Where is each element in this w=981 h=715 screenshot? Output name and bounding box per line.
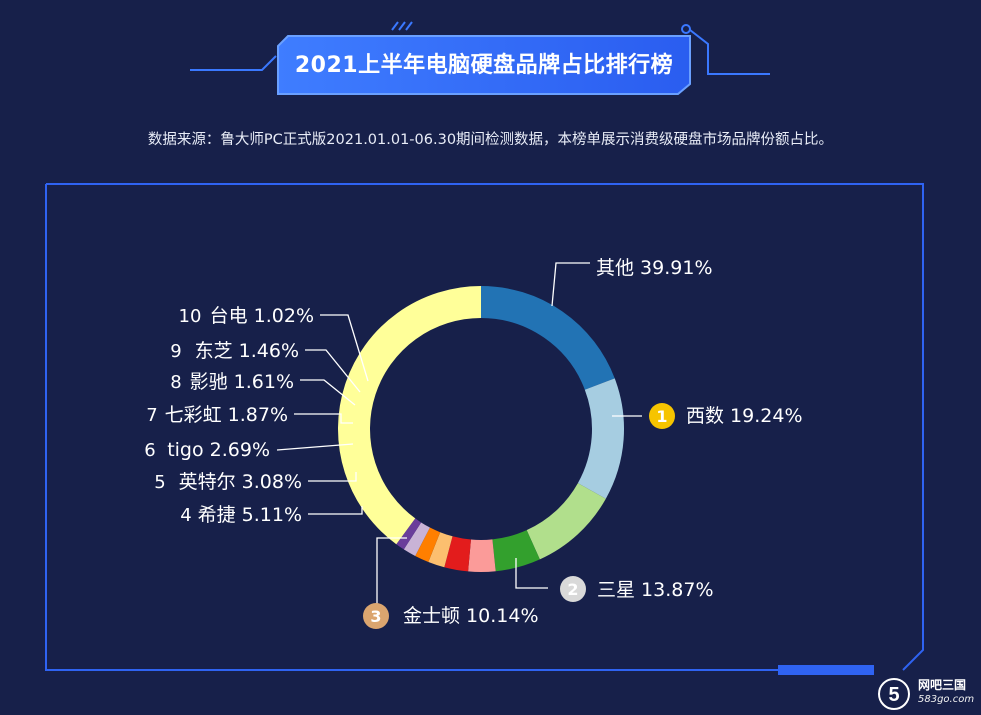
leader-line-other (551, 262, 590, 307)
share-value: 1.46% (239, 340, 299, 362)
leader-line-rank-3 (376, 537, 407, 613)
share-value: 5.11% (242, 504, 302, 526)
slice-label-rank-3: 金士顿 10.14% (403, 605, 539, 627)
brand-name: 希捷 (198, 504, 242, 526)
slice-label-rank-8: 影驰 1.61% (190, 371, 294, 393)
rank-number-rank-10: 10 (179, 306, 202, 327)
brand-name: 三星 (597, 579, 641, 601)
share-value: 3.08% (242, 471, 302, 493)
logo-name: 网吧三国 (918, 678, 967, 692)
rank-number-rank-9: 9 (170, 341, 181, 362)
rank-number-rank-8: 8 (170, 372, 181, 393)
slice-label-rank-5: 英特尔 3.08% (179, 471, 302, 493)
share-value: 1.87% (228, 404, 288, 426)
slice-label-other: 其他 39.91% (596, 257, 713, 279)
logo-583-icon: 5 (878, 678, 910, 710)
svg-text:5: 5 (888, 684, 899, 706)
slice-label-rank-7: 七彩虹 1.87% (165, 404, 288, 426)
leader-line-rank-5 (308, 472, 357, 482)
brand-name: 东芝 (195, 340, 239, 362)
medal-rank-rank-3: 3 (370, 607, 381, 626)
slice-rank-7 (428, 532, 453, 568)
rank-number-rank-6: 6 (144, 440, 155, 461)
brand-name: 七彩虹 (165, 404, 228, 426)
rank-number-rank-5: 5 (154, 472, 165, 493)
title-banner (277, 35, 691, 95)
slice-rank-8 (415, 527, 441, 562)
leader-line-rank-6 (276, 443, 354, 451)
brand-name: 英特尔 (179, 471, 242, 493)
leader-lines (276, 262, 642, 613)
logo-site: 583go.com (918, 694, 975, 705)
slice-label-rank-2: 三星 13.87% (597, 579, 714, 601)
medal-rank-2 (560, 576, 586, 602)
brand-name: 影驰 (190, 371, 234, 393)
page-title: 2021上半年电脑硬盘品牌占比排行榜 (294, 53, 674, 78)
leader-line-rank-2 (515, 558, 548, 589)
brand-name: 台电 (210, 305, 254, 327)
leader-line-rank-10 (320, 314, 369, 382)
donut-slices (338, 286, 624, 572)
slice-rank-2 (577, 378, 624, 499)
share-value: 39.91% (640, 257, 712, 279)
share-value: 1.02% (254, 305, 314, 327)
medal-rank-1 (649, 403, 675, 429)
medal-rank-rank-1: 1 (656, 407, 667, 426)
slice-other (338, 286, 482, 545)
medal-rank-rank-2: 2 (567, 580, 578, 599)
brand-name: 其他 (596, 257, 640, 279)
slice-label-rank-1: 西数 19.24% (686, 405, 803, 427)
slice-rank-4 (491, 529, 540, 572)
slice-rank-10 (396, 518, 422, 550)
leader-line-rank-9 (305, 349, 361, 393)
leader-line-rank-4 (308, 506, 363, 515)
share-value: 13.87% (641, 579, 713, 601)
slice-rank-1 (480, 286, 615, 391)
share-value: 10.14% (466, 605, 538, 627)
rank-number-rank-4: 4 (180, 505, 191, 526)
slice-label-rank-4: 希捷 5.11% (198, 504, 302, 526)
slice-rank-9 (403, 522, 431, 556)
brand-name: tigo (167, 439, 209, 461)
share-value: 19.24% (730, 405, 802, 427)
slice-labels: 1 西数 19.24% 2 三星 13.87% 3 金士顿 10.14% 4 希捷 5.11%… (144, 257, 803, 629)
rank-number-rank-7: 7 (146, 405, 157, 426)
slice-label-rank-10: 台电 1.02% (210, 305, 314, 327)
share-value: 1.61% (234, 371, 294, 393)
brand-name: 西数 (686, 405, 730, 427)
slice-rank-3 (526, 482, 606, 560)
slice-label-rank-9: 东芝 1.46% (195, 340, 299, 362)
leader-line-rank-8 (300, 379, 356, 406)
slice-label-rank-6: tigo 2.69% (167, 439, 270, 461)
chart-subtitle: 数据来源：鲁大师PC正式版2021.01.01-06.30期间检测数据，本榜单展… (147, 132, 834, 148)
brand-name: 金士顿 (403, 605, 466, 627)
slice-rank-5 (468, 539, 496, 572)
leader-line-rank-7 (294, 413, 353, 424)
medal-rank-3 (363, 603, 389, 629)
slice-rank-6 (444, 536, 472, 572)
share-value: 2.69% (210, 439, 270, 461)
